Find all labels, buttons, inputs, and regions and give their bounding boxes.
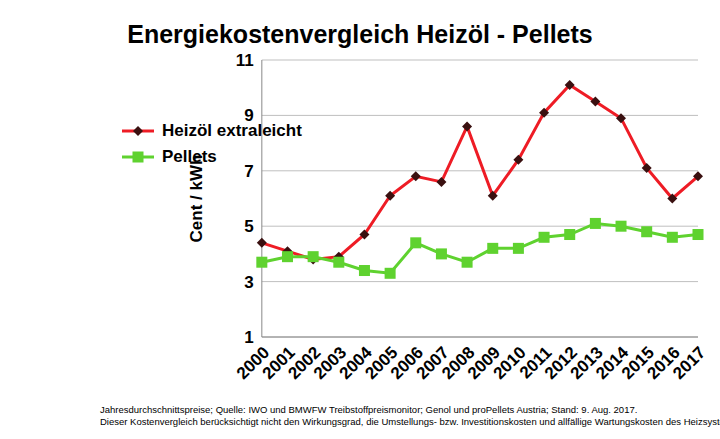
svg-text:2013: 2013	[566, 342, 607, 384]
svg-text:2015: 2015	[617, 342, 658, 384]
svg-text:7: 7	[244, 162, 253, 181]
svg-text:2011: 2011	[515, 342, 556, 383]
svg-text:2012: 2012	[540, 342, 582, 384]
html-text:Jahresdurchschnittspreise; Que: Jahresdurchschnittspreise; Quelle: IWO u…	[100, 404, 638, 415]
svg-text:2004: 2004	[335, 342, 376, 384]
html-text:Heizöl extraleicht: Heizöl extraleicht	[162, 121, 302, 140]
svg-text:Cent / kWh: Cent / kWh	[187, 155, 206, 243]
svg-text:3: 3	[244, 273, 253, 292]
svg-text:1: 1	[244, 328, 253, 347]
svg-text:2001: 2001	[258, 342, 299, 384]
svg-text:2009: 2009	[463, 342, 505, 384]
svg-text:2016: 2016	[643, 342, 684, 384]
svg-text:2000: 2000	[233, 342, 274, 384]
svg-text:2007: 2007	[412, 342, 453, 384]
svg-text:2017: 2017	[669, 343, 709, 383]
svg-text:2014: 2014	[592, 342, 633, 384]
svg-text:5: 5	[244, 217, 253, 236]
svg-text:2006: 2006	[387, 342, 428, 384]
svg-text:2005: 2005	[361, 342, 402, 384]
svg-text:9: 9	[244, 106, 253, 125]
svg-text:2003: 2003	[310, 342, 351, 384]
html-text:Pellets: Pellets	[162, 147, 217, 166]
svg-text:2002: 2002	[284, 342, 325, 384]
svg-text:2010: 2010	[489, 342, 530, 384]
html-text:Energiekostenvergleich Heizöl: Energiekostenvergleich Heizöl - Pellets	[127, 20, 593, 48]
svg-text:2008: 2008	[438, 342, 479, 384]
svg-text:11: 11	[236, 51, 254, 70]
